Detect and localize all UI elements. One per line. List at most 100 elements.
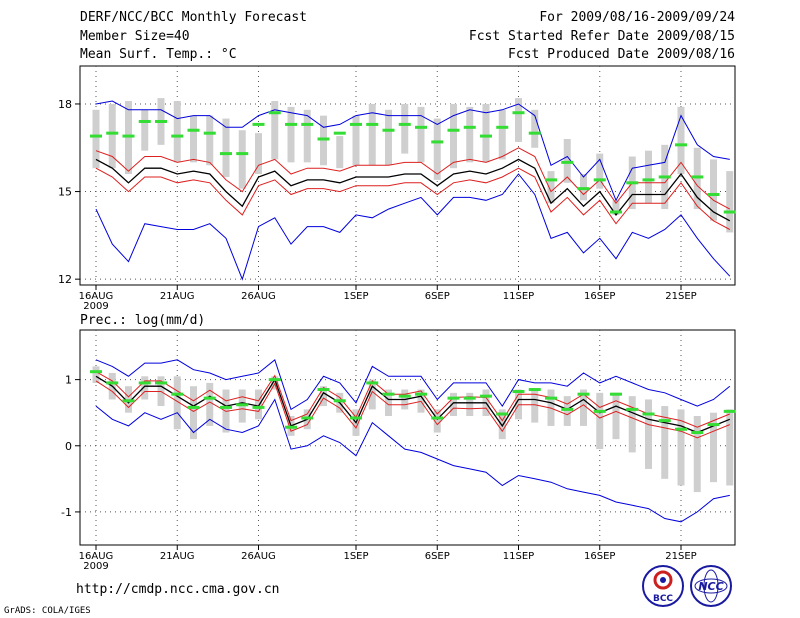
prec-member-range-box [726,409,734,486]
prec-series-max [95,358,731,411]
temp-member-range-box [531,109,539,148]
prec-member-range-box [92,366,100,383]
prec-plot-frame [79,329,736,546]
temp-series-min [95,173,731,281]
temp-y-tick-label: 15 [58,186,72,199]
temp-member-range-box [108,103,116,169]
prec-member-range-box [693,416,701,493]
prec-x-tick-label: 16AUG [79,551,114,562]
temp-member-range-box [482,103,490,163]
prec-x-tick-label: 16SEP [584,551,615,562]
prec-member-range-box [661,406,669,479]
temp-member-range-box [255,133,262,175]
prec-member-range-box [433,409,441,433]
temp-member-range-box [498,109,506,160]
prec-member-range-box [450,392,457,416]
temp-member-range-box [385,109,392,166]
forecast-produced-date: Fcst Produced Date 2009/08/16 [508,47,735,62]
source-url[interactable]: http://cmdp.ncc.cma.gov.cn [76,582,280,597]
temp-member-range-box [303,109,311,163]
prec-y-tick-label: 1 [65,374,72,387]
temp-member-range-box [645,150,652,204]
prec-member-range-box [173,376,181,430]
prec-member-range-box [677,409,685,486]
prec-x-tick-label: 21SEP [665,551,696,562]
prec-series-spread-lower [95,380,730,439]
variable-label: Mean Surf. Temp.: °C [80,47,237,62]
temp-x-tick-label: 6SEP [425,291,450,302]
temp-x-year-label: 2009 [83,301,108,312]
temperature-panel: 16AUG 21AUG 26AUG 1SEP 6SEP 11SEP 16SEP 21SEP 20… [58,65,736,312]
prec-x-year-label: 2009 [83,561,108,572]
grads-credit: GrADS: COLA/IGES [4,606,91,616]
prec-y-tick-label: -1 [61,506,72,519]
prec-member-range-box [596,392,604,450]
temp-member-range-box [190,115,197,163]
forecast-start-date: Fcst Started Refer Date 2009/08/15 [468,29,735,44]
prec-x-tick-label: 21AUG [160,551,195,562]
temp-member-range-box [596,153,604,189]
prec-x-tick-label: 6SEP [425,551,450,562]
temp-member-range-box [677,106,685,175]
temp-member-range-box [271,101,279,160]
ncc-logo-text: NCC [698,580,723,593]
temp-x-tick-label: 21AUG [160,291,195,302]
temp-member-range-box [710,159,717,221]
prec-member-range-box [466,392,474,416]
prec-member-range-box [710,412,717,483]
temp-plot-frame [79,65,736,286]
prec-x-tick-label: 11SEP [503,551,534,562]
temp-x-tick-label: 16AUG [79,291,114,302]
temp-series-spread-lower [95,167,731,230]
prec-panel-title: Prec.: log(mm/d) [80,313,205,328]
forecast-period: For 2009/08/16-2009/09/24 [539,10,735,25]
temp-y-tick-label: 12 [58,273,72,286]
temp-member-range-box [515,98,522,142]
temp-x-tick-label: 26AUG [241,291,276,302]
temp-member-range-box [433,118,441,180]
prec-member-range-box [531,389,539,423]
temp-x-tick-label: 16SEP [584,291,615,302]
temp-member-range-box [401,103,409,154]
temp-member-range-box [336,136,344,169]
prec-member-range-box [141,376,149,400]
prec-x-tick-label: 26AUG [241,551,276,562]
temp-series-max [95,100,730,202]
temp-member-range-box [612,200,620,215]
prec-member-range-box [580,389,587,426]
prec-series-min [95,398,730,523]
temp-member-range-box [368,103,376,166]
temp-member-range-box [417,106,425,163]
prec-member-range-box [190,386,197,440]
temp-member-range-box [450,103,457,169]
member-size: Member Size=40 [80,29,190,44]
temp-member-range-box [352,115,360,166]
temp-x-tick-label: 1SEP [343,291,368,302]
prec-member-range-box [255,389,262,420]
prec-member-range-box [385,389,392,416]
prec-series-spread-upper [95,371,730,428]
prec-series-ensemble-mean [95,375,731,434]
precipitation-panel: 16AUG 21AUG 26AUG 1SEP 6SEP 11SEP 16SEP 21SEP 20… [61,313,736,572]
temp-x-tick-label: 11SEP [503,291,534,302]
prec-member-range-box [612,392,620,440]
prec-member-range-box [645,399,652,469]
temp-member-range-box [238,130,246,189]
temp-x-tick-label: 21SEP [665,291,696,302]
temp-member-range-box [92,109,100,169]
prec-y-tick-label: 0 [65,440,72,453]
temp-member-range-box [287,106,295,163]
prec-member-range-box [628,396,636,453]
temp-series-ensemble-mean [95,158,731,222]
prec-member-range-box [368,379,376,410]
ncc-logo: NCC [690,565,732,607]
chart-title: DERF/NCC/BCC Monthly Forecast [80,10,307,25]
prec-member-range-box [320,386,327,407]
temp-member-range-box [547,171,555,204]
temp-member-range-box [726,171,734,233]
temp-member-range-box [206,115,214,166]
temp-member-range-box [173,101,181,163]
prec-member-range-box [206,382,214,426]
prec-member-range-box [498,409,506,440]
